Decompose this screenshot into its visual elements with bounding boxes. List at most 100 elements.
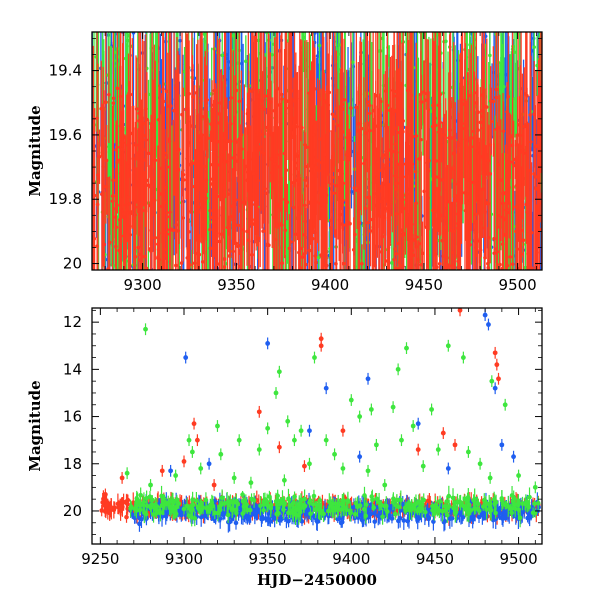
data-point [318,336,324,342]
data-point [456,259,460,264]
data-point [525,210,529,214]
data-point [277,204,281,209]
data-point [136,245,140,250]
data-point [169,104,173,108]
top-panel-ticks: 9300 9350 9400 9450 9500 19.4 19.6 19.8 20 [49,32,542,294]
data-point [256,409,262,415]
data-point [111,101,116,105]
data-point [263,94,268,98]
data-point [313,32,317,35]
data-point [322,152,327,157]
data-point [316,255,321,260]
data-point [357,221,362,225]
data-point [341,261,346,266]
data-point [348,221,352,226]
data-point [408,259,413,264]
data-point [311,133,316,137]
data-point [532,172,536,176]
data-point [496,162,500,167]
data-point [181,459,187,464]
data-point [381,196,385,201]
data-point [305,145,309,150]
data-point [453,194,458,198]
data-point [534,175,538,179]
data-point [441,133,446,137]
data-point [138,108,143,113]
data-point [536,151,541,156]
data-point [481,112,485,117]
data-point [501,84,506,89]
data-point [287,246,292,251]
data-point [209,122,213,126]
data-point [397,162,401,167]
data-point [261,152,266,156]
data-point [133,255,138,259]
data-point [194,437,200,443]
data-point [414,235,419,239]
data-point [340,428,346,434]
data-point [488,99,493,103]
data-point [145,117,149,122]
data-point [265,242,270,247]
data-point [279,92,284,97]
data-point [338,176,342,180]
data-point [188,263,192,267]
data-point [156,118,161,122]
data-point [205,121,209,126]
data-point [111,507,117,513]
data-point [265,125,270,130]
data-point [488,53,492,58]
data-point [337,218,341,222]
data-point [344,152,349,157]
data-point [134,107,139,111]
data-point [178,38,182,43]
data-point [465,67,470,72]
data-point [419,100,424,104]
data-point [291,205,296,210]
data-point [452,442,458,448]
data-point [269,157,274,161]
data-point [494,362,500,368]
data-point [483,144,487,149]
data-point [120,147,125,152]
data-point [255,208,260,213]
data-point [144,178,149,183]
data-point [513,96,518,101]
data-point [494,87,499,92]
data-point [270,52,274,57]
data-point [430,124,435,129]
data-point [208,227,212,232]
data-point [342,97,346,102]
data-point [114,225,119,230]
top-panel-data-points [92,32,542,270]
data-point [517,247,522,252]
data-point [292,98,297,103]
data-point [202,164,207,169]
data-point [303,219,307,224]
data-point [104,100,108,104]
data-point [318,343,324,349]
data-point [233,157,237,161]
data-point [164,89,169,94]
y-tick-label: 20 [63,255,82,273]
data-point [325,89,329,94]
data-point [406,103,411,107]
data-point [322,227,326,232]
data-point [365,100,370,104]
data-point [182,178,186,182]
data-point [426,107,431,112]
data-point [406,213,410,217]
top-panel-y-axis-label: Magnitude [26,105,44,196]
data-point [368,128,372,133]
data-point [244,59,248,64]
data-point [506,94,511,99]
data-point [485,105,489,109]
data-point [463,112,468,117]
data-point [300,255,305,259]
data-point [227,253,232,258]
data-point [317,137,322,141]
data-point [233,520,239,526]
x-tick-label: 9300 [124,276,162,294]
data-point [261,229,265,233]
data-point [309,164,314,169]
